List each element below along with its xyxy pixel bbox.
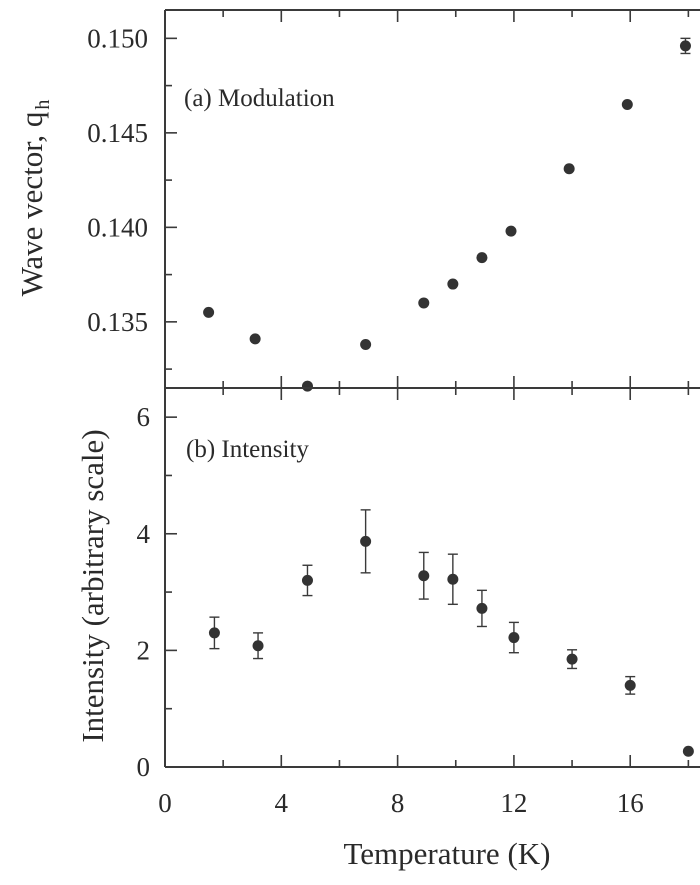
panel-b-data-point bbox=[566, 653, 578, 665]
panel-a-data-point bbox=[301, 380, 313, 392]
panel-b-y-tick-label: 4 bbox=[137, 519, 151, 549]
panel-a-y-axis-title: Wave vector, q h bbox=[14, 100, 54, 297]
panel-a-y-axis-title-text: Wave vector, q bbox=[14, 112, 49, 297]
panel-a-y-tick-label: 0.135 bbox=[87, 307, 148, 337]
panel-b-data-point bbox=[208, 627, 220, 639]
panel-b-data-point bbox=[301, 574, 313, 586]
x-tick-label: 12 bbox=[500, 788, 527, 818]
panel-b-label: (b) Intensity bbox=[186, 436, 309, 463]
panel-a-data-point bbox=[249, 333, 261, 345]
panel-a-y-tick-label: 0.150 bbox=[87, 23, 148, 53]
panel-b-data-point bbox=[624, 679, 636, 691]
panel-a-modulation: 0.135 0.140 0.145 0.150 (a) Modulation bbox=[87, 9, 700, 392]
panel-b-data-point bbox=[360, 535, 372, 547]
panel-b-intensity: 0 2 4 6 0 4 8 12 16 (b) Intensity bbox=[137, 387, 700, 818]
panel-a-data-points bbox=[203, 37, 691, 392]
panel-b-y-axis-title: Intensity (arbitrary scale) bbox=[75, 429, 110, 742]
panel-a-y-tick-label: 0.140 bbox=[87, 212, 148, 242]
panel-b-x-ticks: 0 4 8 12 16 bbox=[158, 788, 643, 818]
panel-a-data-point bbox=[679, 40, 691, 52]
panel-a-label: (a) Modulation bbox=[184, 85, 335, 112]
panel-a-y-ticks: 0.135 0.140 0.145 0.150 bbox=[87, 23, 177, 370]
panel-b-y-ticks: 0 2 4 6 bbox=[137, 402, 177, 782]
x-tick-label: 0 bbox=[158, 788, 172, 818]
panel-b-data-point bbox=[252, 640, 264, 652]
x-tick-label: 8 bbox=[391, 788, 405, 818]
panel-b-data-point bbox=[447, 573, 459, 585]
panel-a-data-point bbox=[447, 278, 459, 290]
panel-a-data-point bbox=[203, 306, 215, 318]
panel-b-data-point bbox=[476, 602, 488, 614]
panel-a-data-point bbox=[476, 252, 488, 264]
x-tick-label: 4 bbox=[275, 788, 289, 818]
panel-b-y-tick-label: 2 bbox=[137, 635, 151, 665]
x-tick-label: 16 bbox=[617, 788, 644, 818]
panel-a-data-point bbox=[360, 339, 372, 351]
panel-b-y-tick-label: 6 bbox=[137, 402, 151, 432]
panel-a-data-point bbox=[621, 99, 633, 110]
panel-b-data-point bbox=[508, 632, 520, 644]
panel-a-data-point bbox=[563, 163, 575, 175]
panel-b-data-point bbox=[682, 745, 694, 757]
panel-b-data-point bbox=[418, 570, 430, 582]
panel-a-y-axis-title-subscript: h bbox=[32, 100, 54, 110]
panel-b-data-points bbox=[208, 509, 694, 757]
panel-a-y-tick-label: 0.145 bbox=[87, 118, 148, 148]
panel-b-axes bbox=[164, 387, 700, 768]
panel-a-data-point bbox=[505, 225, 517, 237]
panel-a-data-point bbox=[418, 297, 430, 309]
panel-b-y-tick-label: 0 bbox=[137, 752, 151, 782]
x-axis-title: Temperature (K) bbox=[344, 836, 551, 871]
panel-a-axes bbox=[164, 9, 700, 389]
